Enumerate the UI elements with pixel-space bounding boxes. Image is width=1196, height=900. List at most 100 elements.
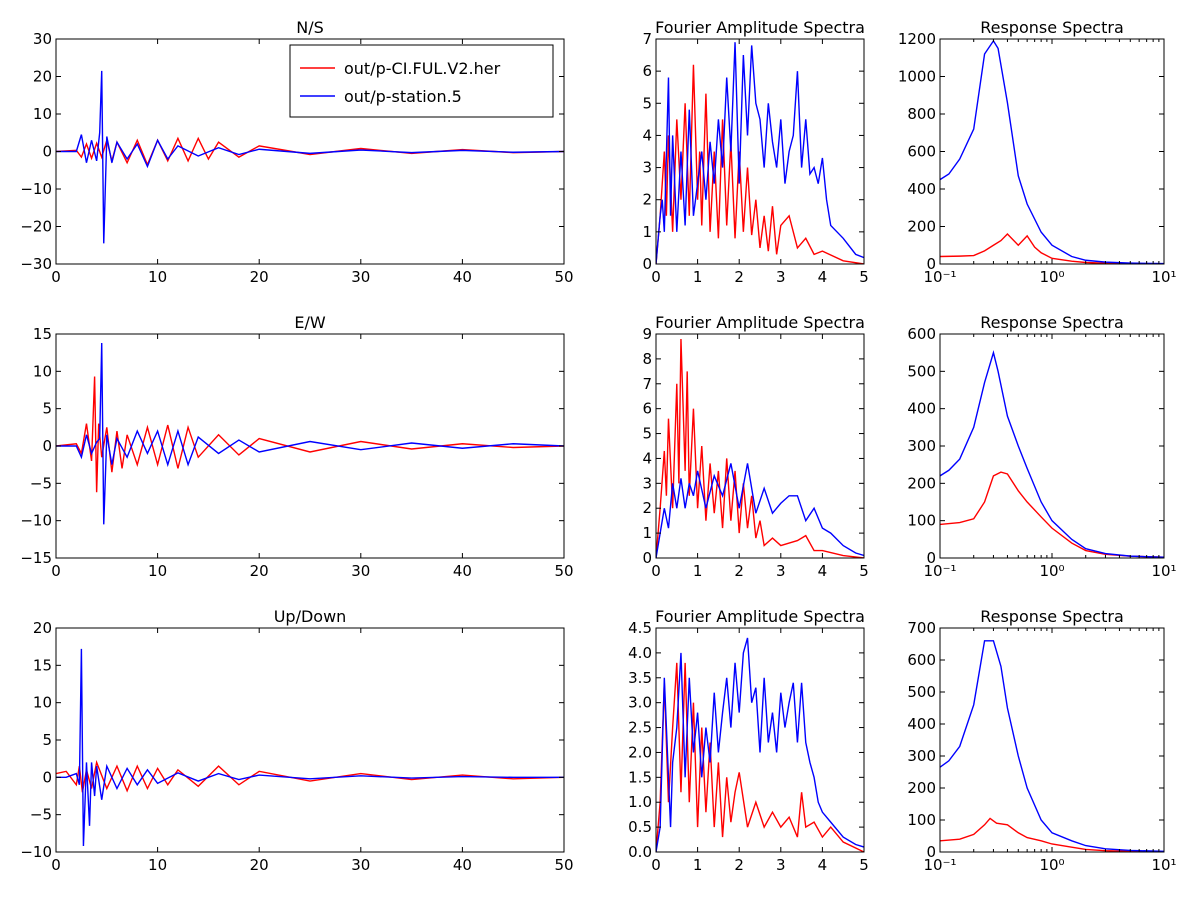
y-tick-label: 1	[642, 524, 652, 542]
chart-title: N/S	[296, 18, 324, 37]
y-tick-label: 2	[642, 191, 652, 209]
series-line-blue	[656, 42, 864, 264]
x-tick-label: 3	[776, 856, 786, 874]
y-tick-label: 600	[907, 143, 936, 161]
x-tick-label: 40	[453, 268, 472, 286]
y-tick-label: 0	[42, 437, 52, 455]
chart-title: Response Spectra	[980, 313, 1124, 332]
y-tick-label: 200	[907, 779, 936, 797]
y-tick-label: 600	[907, 651, 936, 669]
chart-title: Fourier Amplitude Spectra	[655, 18, 865, 37]
x-tick-label: 2	[734, 856, 744, 874]
x-tick-label: 0	[651, 268, 661, 286]
x-tick-label: 20	[250, 856, 269, 874]
series-line-red	[940, 471, 1164, 558]
series-line-red	[656, 338, 864, 558]
y-tick-label: 8	[642, 350, 652, 368]
y-tick-label: −5	[30, 806, 52, 824]
plot-frame	[655, 627, 865, 853]
y-tick-label: 0	[926, 255, 936, 273]
y-tick-label: 15	[33, 656, 52, 674]
x-tick-label: 0	[51, 268, 61, 286]
y-tick-label: −10	[20, 843, 52, 861]
y-tick-label: 6	[642, 62, 652, 80]
x-tick-label: 30	[351, 562, 370, 580]
x-tick-label: 20	[250, 268, 269, 286]
x-tick-label: 3	[776, 562, 786, 580]
x-tick-label: 10⁰	[1039, 562, 1064, 580]
y-tick-label: 5	[642, 94, 652, 112]
x-tick-label: 10⁻¹	[923, 268, 956, 286]
y-tick-label: 500	[907, 362, 936, 380]
y-tick-label: 0	[642, 255, 652, 273]
y-tick-label: 2.5	[628, 719, 652, 737]
y-tick-label: 200	[907, 474, 936, 492]
y-tick-label: 20	[33, 68, 52, 86]
y-tick-label: 400	[907, 400, 936, 418]
y-tick-label: 400	[907, 715, 936, 733]
legend: out/p-CI.FUL.V2.her out/p-station.5	[289, 44, 554, 118]
y-tick-label: 200	[907, 218, 936, 236]
y-tick-label: 4.5	[628, 619, 652, 637]
y-tick-label: 600	[907, 325, 936, 343]
series-line-blue	[656, 463, 864, 558]
x-tick-label: 0	[51, 856, 61, 874]
x-tick-label: 3	[776, 268, 786, 286]
x-tick-label: 4	[818, 856, 828, 874]
y-tick-label: 0	[642, 549, 652, 567]
y-tick-label: 0.5	[628, 818, 652, 836]
y-tick-label: −15	[20, 549, 52, 567]
x-tick-label: 4	[818, 268, 828, 286]
x-tick-label: 2	[734, 562, 744, 580]
x-tick-label: 0	[651, 562, 661, 580]
chart-panel-6: 10⁻¹ 10⁰ 10¹ 0 100 200 300 400 500 600 Response Sp…	[907, 313, 1176, 580]
y-tick-label: −20	[20, 218, 52, 236]
x-tick-label: 50	[554, 562, 573, 580]
x-tick-label: 1	[693, 856, 703, 874]
x-tick-label: 10¹	[1151, 268, 1176, 286]
x-tick-label: 10	[148, 856, 167, 874]
y-tick-label: 7	[642, 30, 652, 48]
legend-box	[289, 44, 554, 118]
y-tick-label: 10	[33, 694, 52, 712]
y-tick-label: 400	[907, 180, 936, 198]
x-tick-label: 10⁻¹	[923, 562, 956, 580]
y-tick-label: −5	[30, 474, 52, 492]
y-tick-label: 800	[907, 105, 936, 123]
x-tick-label: 1	[693, 562, 703, 580]
x-tick-label: 2	[734, 268, 744, 286]
y-tick-label: −10	[20, 180, 52, 198]
legend-label: out/p-CI.FUL.V2.her	[344, 59, 501, 78]
y-tick-label: 300	[907, 437, 936, 455]
y-tick-label: 7	[642, 375, 652, 393]
x-tick-label: 10	[148, 268, 167, 286]
plot-frame	[655, 38, 865, 265]
y-tick-label: 0	[42, 143, 52, 161]
y-tick-label: 500	[907, 683, 936, 701]
y-tick-label: 3.5	[628, 669, 652, 687]
chart-panel-8: 0 1 2 3 4 5 0.0 0.5 1.0 1.5 2.0 2.5 3.0 3.5 4.0 4.5Four…	[628, 607, 869, 874]
y-tick-label: 5	[42, 731, 52, 749]
series-line-blue	[56, 648, 564, 847]
chart-panel-1: 0 10 20 30 40 50 30 20 10 0 −10 −20 −30 N/S	[20, 18, 573, 286]
y-tick-label: 2.0	[628, 743, 652, 761]
plot-frame	[939, 38, 1165, 265]
chart-panel-3: 10⁻¹ 10⁰ 10¹ 0 200 400 600 800 1000 1200 Response …	[898, 18, 1177, 286]
y-tick-label: 20	[33, 619, 52, 637]
y-tick-label: 100	[907, 512, 936, 530]
y-tick-label: 3.0	[628, 694, 652, 712]
y-tick-label: 300	[907, 747, 936, 765]
y-tick-label: 0	[42, 768, 52, 786]
x-tick-label: 10⁻¹	[923, 856, 956, 874]
x-tick-label: 0	[51, 562, 61, 580]
x-tick-label: 5	[859, 268, 869, 286]
x-tick-label: 40	[453, 562, 472, 580]
x-tick-label: 20	[250, 562, 269, 580]
y-tick-label: 0	[926, 843, 936, 861]
chart-title: Up/Down	[274, 607, 347, 626]
chart-title: Response Spectra	[980, 18, 1124, 37]
series-line-blue	[56, 70, 564, 244]
y-tick-label: 5	[42, 400, 52, 418]
